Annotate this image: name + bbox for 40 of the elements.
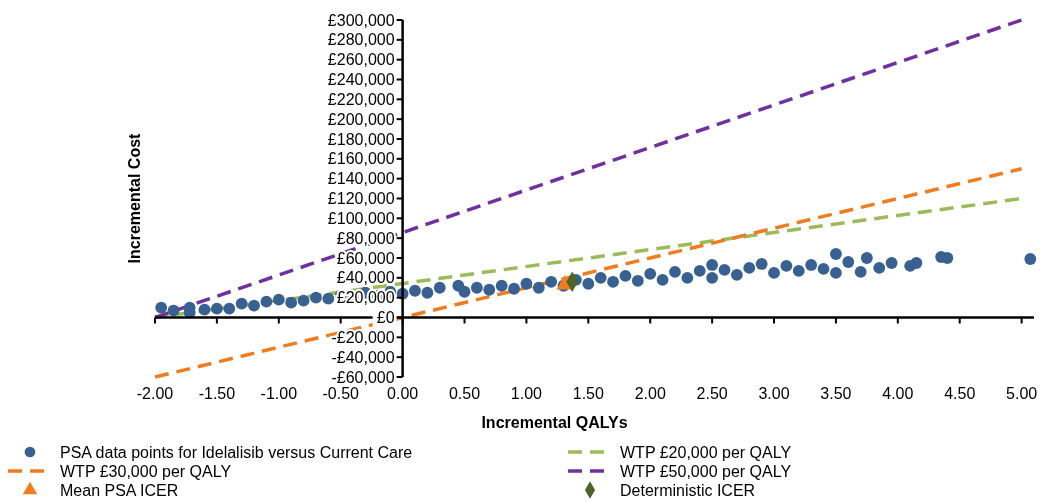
y-tick-label: £200,000: [327, 110, 395, 128]
x-tick-label: 2.00: [634, 385, 666, 402]
y-tick-label: £260,000: [327, 51, 395, 69]
legend-label: WTP £50,000 per QALY: [620, 462, 792, 480]
y-tick-label: £60,000: [336, 249, 395, 267]
y-tick-label: £0: [376, 309, 395, 327]
legend-label: Deterministic ICER: [620, 481, 756, 499]
y-tick-label: £240,000: [327, 71, 395, 89]
y-tick-label: -£20,000: [331, 328, 395, 346]
y-tick-label: £120,000: [327, 190, 395, 208]
x-tick-label: 0.50: [448, 385, 481, 402]
x-tick-label: -0.50: [322, 385, 360, 402]
x-axis-title: Incremental QALYs: [481, 414, 628, 431]
y-tick-label: £40,000: [336, 269, 395, 287]
y-tick-label: £300,000: [327, 11, 395, 29]
y-axis-title: Incremental Cost: [126, 132, 143, 264]
x-tick-label: 3.00: [758, 385, 790, 402]
legend-label: WTP £20,000 per QALY: [620, 443, 792, 461]
x-tick-label: 0.00: [387, 385, 419, 402]
y-tick-label: £100,000: [327, 209, 395, 227]
y-tick-label: £160,000: [327, 150, 395, 168]
x-tick-label: 4.50: [944, 385, 976, 402]
x-tick-label: -1.00: [260, 385, 298, 402]
x-tick-label: 1.50: [572, 385, 604, 402]
x-tick-label: 3.50: [820, 385, 852, 402]
x-tick-label: 2.50: [696, 385, 728, 402]
x-tick-label: -1.50: [198, 385, 236, 402]
legend-label: PSA data points for Idelalisib versus Current Care: [60, 443, 413, 461]
y-tick-label: -£40,000: [331, 348, 395, 366]
x-tick-label: 4.00: [882, 385, 914, 402]
y-tick-label: £220,000: [327, 90, 395, 108]
x-tick-label: 5.00: [1006, 385, 1038, 402]
y-tick-label: -£60,000: [331, 368, 395, 386]
y-tick-label: £140,000: [327, 170, 395, 188]
y-tick-label: £180,000: [327, 130, 395, 148]
x-tick-label: -2.00: [136, 385, 174, 402]
x-tick-label: 1.00: [510, 385, 543, 402]
legend-label: WTP £30,000 per QALY: [60, 462, 232, 480]
y-tick-label: £280,000: [327, 31, 395, 49]
legend-label: Mean PSA ICER: [60, 481, 179, 499]
